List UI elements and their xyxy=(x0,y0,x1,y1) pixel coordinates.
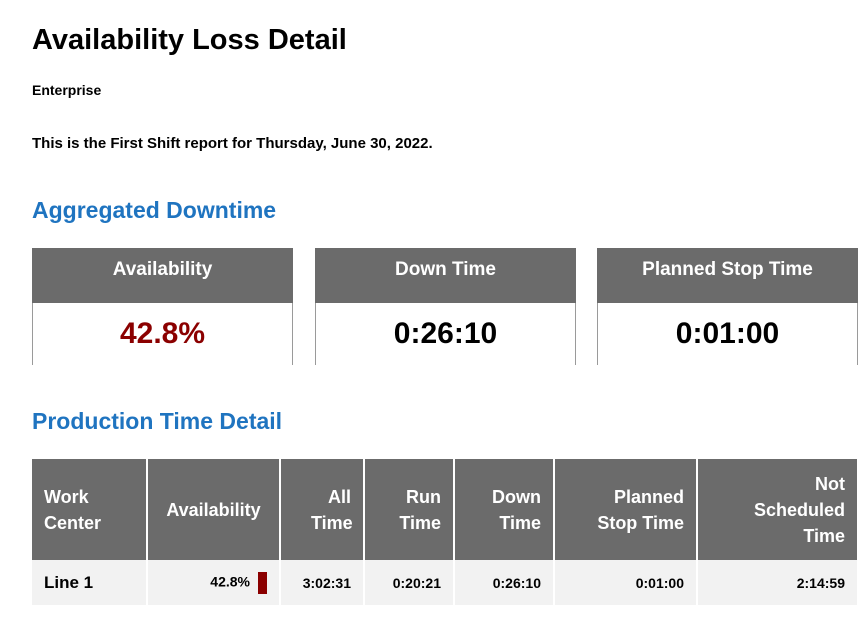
cell: 3:02:31 xyxy=(279,560,364,605)
header-text: Down Time xyxy=(492,486,541,533)
header-text: Work Center xyxy=(44,486,102,533)
header-text: Not Scheduled Time xyxy=(753,473,845,546)
cell-text: 42.8% xyxy=(210,573,250,590)
report-title: Availability Loss Detail xyxy=(32,24,347,56)
cell: 0:01:00 xyxy=(553,560,697,605)
kpi-label: Down Time xyxy=(315,248,576,303)
section-title: Aggregated Downtime xyxy=(32,197,277,223)
section-title: Production Time Detail xyxy=(32,408,283,434)
kpi-label: Planned Stop Time xyxy=(597,248,858,303)
kpi-card: Down Time 0:26:10 xyxy=(315,248,576,365)
kpi-label: Availability xyxy=(32,248,293,303)
header-text: Run Time xyxy=(399,486,441,533)
column-header: Run Time xyxy=(363,459,454,560)
cell: 0:26:10 xyxy=(453,560,554,605)
detail-table: Work Center Availability All Time Run Ti… xyxy=(32,459,857,605)
data-row: Line 1 42.8% 3:02:31 0:20:21 0:26:10 0:0… xyxy=(32,560,857,605)
kpi-value: 42.8% xyxy=(32,303,293,365)
cell: 2:14:59 xyxy=(696,560,857,605)
column-header: Work Center xyxy=(32,459,147,560)
column-header: All Time xyxy=(279,459,364,560)
availability-indicator xyxy=(258,571,267,594)
header-text: Planned Stop Time xyxy=(597,486,684,533)
column-header: Down Time xyxy=(453,459,554,560)
column-header: Not Scheduled Time xyxy=(696,459,857,560)
cell: 0:20:21 xyxy=(363,560,454,605)
kpi-value: 0:26:10 xyxy=(315,303,576,365)
report-subtitle: Enterprise xyxy=(32,82,102,98)
header-text: Availability xyxy=(166,499,261,520)
kpi-value: 0:01:00 xyxy=(597,303,858,365)
kpi-card: Availability 42.8% xyxy=(32,248,293,365)
header-row: Work Center Availability All Time Run Ti… xyxy=(32,459,857,560)
column-header: Availability xyxy=(146,459,280,560)
column-header: Planned Stop Time xyxy=(553,459,697,560)
header-text: All Time xyxy=(311,486,353,533)
kpi-card: Planned Stop Time 0:01:00 xyxy=(597,248,858,365)
report-description: This is the First Shift report for Thurs… xyxy=(32,135,433,152)
cell: Line 1 xyxy=(32,560,147,605)
cell: 42.8% xyxy=(146,560,280,605)
